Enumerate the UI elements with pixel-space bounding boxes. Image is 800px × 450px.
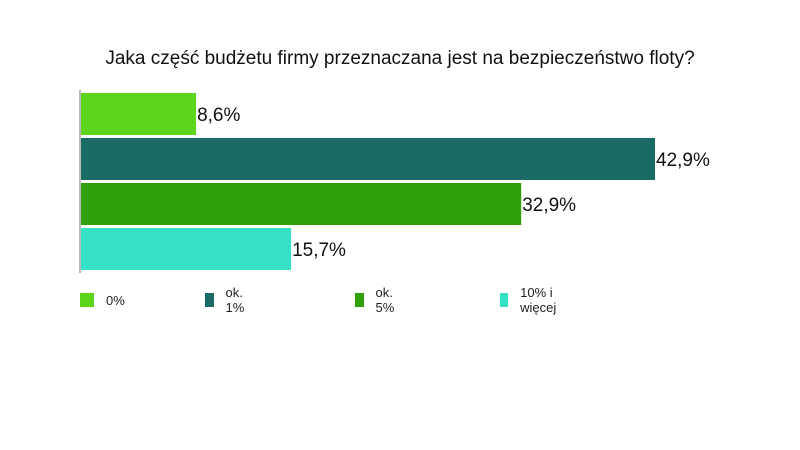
bar-2 — [81, 138, 656, 180]
legend-label: ok. 1% — [225, 285, 245, 315]
legend-label: ok. 5% — [375, 285, 395, 315]
legend-swatch — [80, 293, 94, 307]
bar-4 — [81, 228, 292, 270]
legend-item: ok. 1% — [205, 285, 250, 315]
bar-3 — [81, 183, 522, 225]
data-label-2: 42,9% — [656, 150, 710, 171]
data-label-4: 15,7% — [292, 240, 346, 261]
legend-swatch — [355, 293, 364, 307]
data-label-3: 32,9% — [522, 195, 576, 216]
chart-title: Jaka część budżetu firmy przeznaczana je… — [105, 48, 695, 69]
legend-item: 10% i więcej — [500, 285, 562, 315]
legend-item: 0% — [80, 290, 125, 310]
legend-swatch — [205, 293, 214, 307]
legend-swatch — [500, 293, 509, 307]
legend-label: 10% i więcej — [520, 285, 557, 315]
legend-label: 0% — [106, 292, 125, 308]
data-label-1: 8,6% — [197, 105, 240, 126]
legend-item: ok. 5% — [355, 285, 400, 315]
bar-1 — [81, 93, 197, 135]
